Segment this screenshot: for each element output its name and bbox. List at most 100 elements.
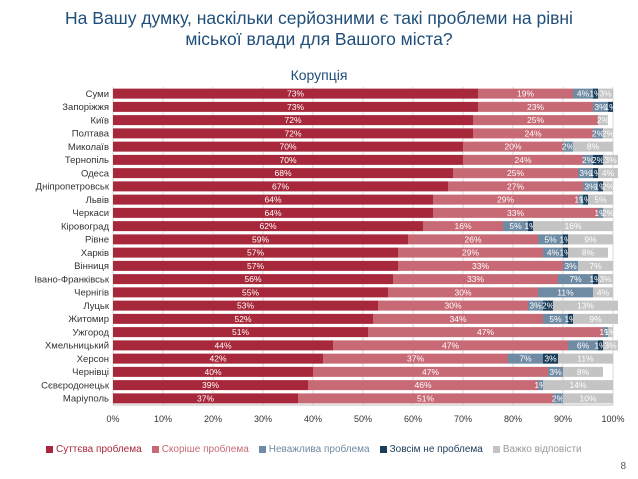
category-label: Луцьк xyxy=(83,301,109,312)
title-line-2: міської влади для Вашого міста? xyxy=(185,29,453,49)
bar-segment xyxy=(528,221,533,232)
data-label: 30% xyxy=(454,287,471,297)
data-label: 47% xyxy=(477,327,494,337)
bar-segment xyxy=(508,353,543,364)
data-label: 64% xyxy=(264,195,281,205)
bar-segment xyxy=(573,141,613,152)
x-tick-label: 40% xyxy=(304,414,322,424)
bar-segment xyxy=(113,221,423,232)
data-label: 57% xyxy=(247,248,264,258)
bar-segment xyxy=(368,327,603,338)
bar-segment xyxy=(113,260,398,271)
legend-item: Неважлива проблема xyxy=(258,444,370,455)
category-label: Миколаїв xyxy=(68,142,109,153)
data-label: 62% xyxy=(259,221,276,231)
legend-swatch xyxy=(379,446,387,453)
bar-segment xyxy=(598,181,603,192)
bar-segment xyxy=(583,181,598,192)
data-label: 3% xyxy=(604,340,617,350)
x-tick-label: 20% xyxy=(204,414,222,424)
bar-segment xyxy=(603,327,608,338)
data-label: 68% xyxy=(274,168,291,178)
bar-segment xyxy=(568,340,598,351)
x-tick-label: 30% xyxy=(254,414,272,424)
bar-segment xyxy=(573,313,618,324)
bar-segment xyxy=(578,168,593,179)
legend-label: Суттєва проблема xyxy=(56,444,142,455)
data-label: 3% xyxy=(544,354,557,364)
bar-segment xyxy=(538,380,543,391)
data-label: 16% xyxy=(564,221,581,231)
category-label: Чернівці xyxy=(72,367,109,378)
bar-segment xyxy=(463,154,583,165)
x-tick-label: 50% xyxy=(354,414,372,424)
bar-segment xyxy=(393,274,558,285)
bar-segment xyxy=(478,88,573,99)
data-label: 42% xyxy=(209,354,226,364)
bar-segment xyxy=(598,274,613,285)
data-label: 1% xyxy=(574,195,587,205)
data-label: 29% xyxy=(462,248,479,258)
bar-segment xyxy=(543,313,568,324)
data-label: 1% xyxy=(559,234,572,244)
bar-segment xyxy=(568,313,573,324)
data-label: 70% xyxy=(279,142,296,152)
data-label: 27% xyxy=(507,181,524,191)
data-label: 4% xyxy=(577,89,590,99)
data-label: 47% xyxy=(422,367,439,377)
bar-segment xyxy=(478,101,593,112)
bar-segment xyxy=(113,234,408,245)
bar-segment xyxy=(433,207,598,218)
bar-segment xyxy=(503,221,528,232)
bar-segment xyxy=(398,247,543,258)
legend: Суттєва проблема Скоріше проблема Неважлив… xyxy=(46,444,592,455)
data-label: 51% xyxy=(232,327,249,337)
data-label: 2% xyxy=(592,128,605,138)
bar-segment xyxy=(113,393,298,404)
category-label: Львів xyxy=(86,195,109,206)
bar-segment xyxy=(538,234,563,245)
bar-segment xyxy=(603,128,613,139)
data-label: 5% xyxy=(549,314,562,324)
data-label: 70% xyxy=(279,155,296,165)
data-label: 13% xyxy=(577,301,594,311)
data-label: 55% xyxy=(242,287,259,297)
bar-segment xyxy=(113,207,433,218)
bar-segment xyxy=(113,128,473,139)
bar-segment xyxy=(588,194,613,205)
bar-segment xyxy=(563,141,573,152)
category-label: Рівне xyxy=(85,235,109,246)
bar-segment xyxy=(583,194,588,205)
category-label: Дніпропетровськ xyxy=(36,182,110,193)
data-label: 3% xyxy=(604,155,617,165)
bar-segment xyxy=(548,366,563,377)
bar-segment xyxy=(553,393,563,404)
legend-swatch xyxy=(46,446,53,453)
bar-segment xyxy=(113,181,448,192)
data-label: 67% xyxy=(272,181,289,191)
data-label: 52% xyxy=(234,314,251,324)
x-tick-label: 100% xyxy=(601,414,624,424)
data-label: 73% xyxy=(287,89,304,99)
bar-segment xyxy=(423,221,503,232)
category-label: Кіровоград xyxy=(61,221,109,232)
bar-segment xyxy=(543,300,553,311)
data-label: 19% xyxy=(517,89,534,99)
bar-segment xyxy=(308,380,538,391)
bar-segment xyxy=(373,313,543,324)
x-tick-label: 0% xyxy=(106,414,119,424)
bar-segment xyxy=(593,274,598,285)
data-label: 2% xyxy=(552,393,565,403)
bar-segment xyxy=(113,353,323,364)
category-label: Черкаси xyxy=(72,208,109,219)
bar-segment xyxy=(388,287,538,298)
bar-segment xyxy=(598,168,618,179)
bar-segment xyxy=(558,274,593,285)
data-label: 6% xyxy=(577,340,590,350)
data-label: 2% xyxy=(602,208,615,218)
bar-segment xyxy=(113,88,478,99)
data-label: 51% xyxy=(417,393,434,403)
data-label: 39% xyxy=(202,380,219,390)
data-label: 53% xyxy=(237,301,254,311)
bar-segment xyxy=(543,380,613,391)
